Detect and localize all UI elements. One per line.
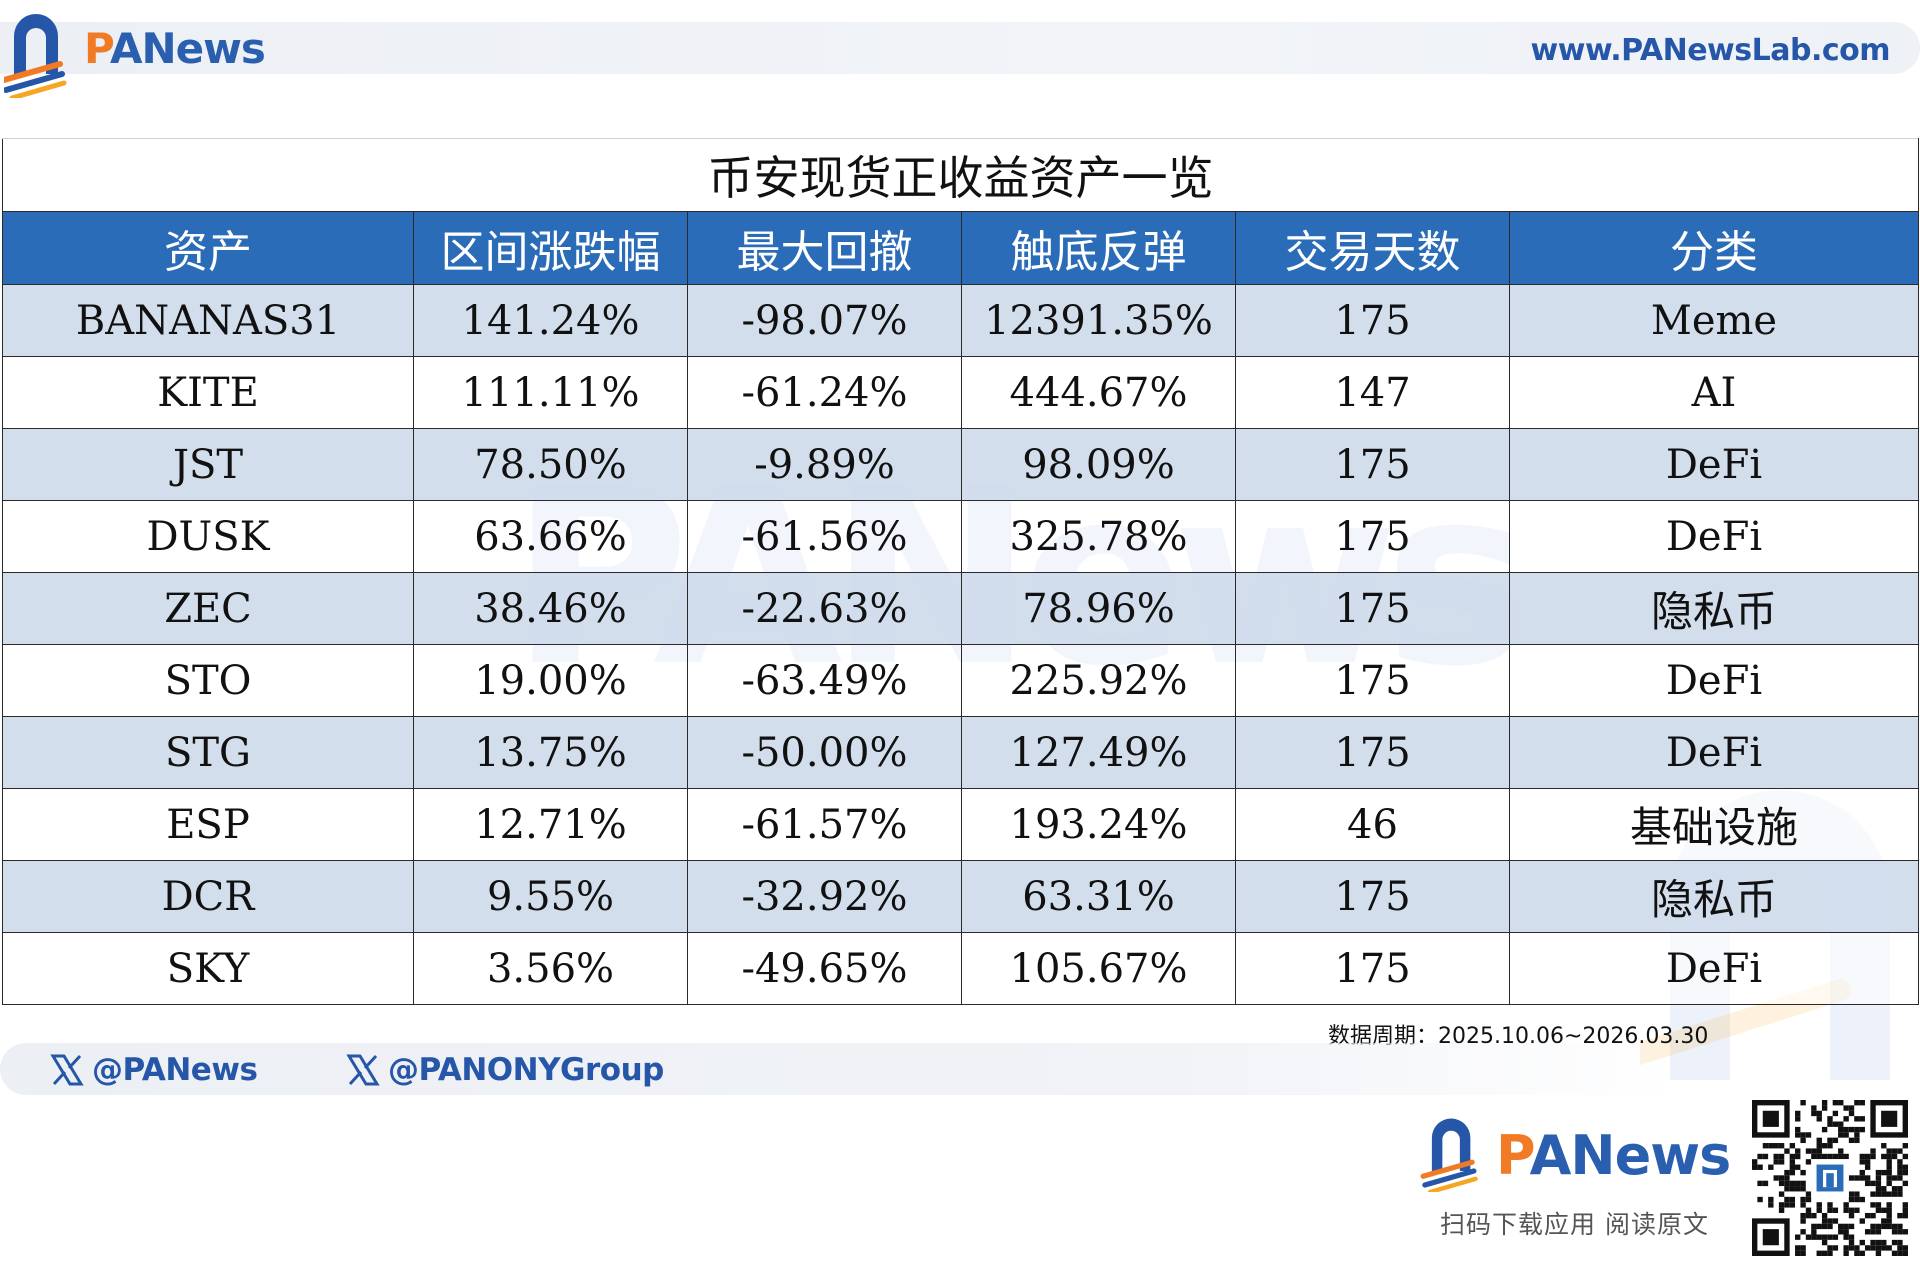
panews-logo-icon bbox=[4, 14, 67, 98]
panews-logo-text: PANews bbox=[84, 24, 266, 73]
table-cell: 175 bbox=[1235, 500, 1510, 573]
table-cell: 78.96% bbox=[961, 572, 1236, 645]
table-cell: -32.92% bbox=[687, 860, 962, 933]
x-icon bbox=[50, 1054, 84, 1086]
table-cell: -22.63% bbox=[687, 572, 962, 645]
site-url[interactable]: www.PANewsLab.com bbox=[1530, 33, 1891, 68]
table-title: 币安现货正收益资产一览 bbox=[2, 138, 1919, 212]
column-header: 触底反弹 bbox=[961, 211, 1236, 285]
table-cell: DeFi bbox=[1509, 932, 1919, 1005]
table-cell: ZEC bbox=[2, 572, 414, 645]
table-cell: 175 bbox=[1235, 572, 1510, 645]
table-cell: 175 bbox=[1235, 932, 1510, 1005]
table-cell: 175 bbox=[1235, 428, 1510, 501]
table-cell: 105.67% bbox=[961, 932, 1236, 1005]
table-cell: STG bbox=[2, 716, 414, 789]
table-cell: -98.07% bbox=[687, 284, 962, 357]
table-cell: BANANAS31 bbox=[2, 284, 414, 357]
table-cell: 63.31% bbox=[961, 860, 1236, 933]
table-cell: DeFi bbox=[1509, 644, 1919, 717]
table-cell: 38.46% bbox=[413, 572, 688, 645]
column-header: 资产 bbox=[2, 211, 414, 285]
table-row: BANANAS31 141.24% -98.07% 12391.35% 175 Meme bbox=[2, 284, 1919, 357]
social-x-panonygroup[interactable]: @PANONYGroup bbox=[346, 1052, 664, 1088]
table-cell: 193.24% bbox=[961, 788, 1236, 861]
table-cell: 98.09% bbox=[961, 428, 1236, 501]
social-handle: @PANews bbox=[92, 1052, 258, 1088]
table-cell: Meme bbox=[1509, 284, 1919, 357]
table-cell: DeFi bbox=[1509, 500, 1919, 573]
table-row: SKY 3.56% -49.65% 105.67% 175 DeFi bbox=[2, 932, 1919, 1005]
table-cell: -61.24% bbox=[687, 356, 962, 429]
table-cell: DeFi bbox=[1509, 716, 1919, 789]
panews-logo-icon bbox=[1420, 1118, 1478, 1192]
footer-bar bbox=[0, 1043, 1680, 1095]
column-header: 最大回撤 bbox=[687, 211, 962, 285]
table-row: DCR 9.55% -32.92% 63.31% 175 隐私币 bbox=[2, 860, 1919, 933]
table-row: ZEC 38.46% -22.63% 78.96% 175 隐私币 bbox=[2, 572, 1919, 645]
table-cell: 3.56% bbox=[413, 932, 688, 1005]
download-label: 扫码下载应用 阅读原文 bbox=[1440, 1210, 1709, 1239]
table-row: DUSK 63.66% -61.56% 325.78% 175 DeFi bbox=[2, 500, 1919, 573]
qr-code-icon[interactable] bbox=[1752, 1100, 1908, 1256]
header-bar bbox=[0, 22, 1920, 74]
table-cell: JST bbox=[2, 428, 414, 501]
table-row: JST 78.50% -9.89% 98.09% 175 DeFi bbox=[2, 428, 1919, 501]
table-cell: -61.57% bbox=[687, 788, 962, 861]
table-cell: 225.92% bbox=[961, 644, 1236, 717]
social-handle: @PANONYGroup bbox=[388, 1052, 664, 1088]
table-cell: DUSK bbox=[2, 500, 414, 573]
table-cell: 175 bbox=[1235, 716, 1510, 789]
table-cell: 127.49% bbox=[961, 716, 1236, 789]
table-cell: 隐私币 bbox=[1509, 572, 1919, 645]
column-header: 区间涨跌幅 bbox=[413, 211, 688, 285]
table-cell: -63.49% bbox=[687, 644, 962, 717]
table-cell: DeFi bbox=[1509, 428, 1919, 501]
table-cell: 78.50% bbox=[413, 428, 688, 501]
table-row: STG 13.75% -50.00% 127.49% 175 DeFi bbox=[2, 716, 1919, 789]
table-cell: 12391.35% bbox=[961, 284, 1236, 357]
column-header: 交易天数 bbox=[1235, 211, 1510, 285]
table-cell: 175 bbox=[1235, 284, 1510, 357]
table-cell: ESP bbox=[2, 788, 414, 861]
table-row: STO 19.00% -63.49% 225.92% 175 DeFi bbox=[2, 644, 1919, 717]
table-cell: STO bbox=[2, 644, 414, 717]
table-cell: 147 bbox=[1235, 356, 1510, 429]
table-row: ESP 12.71% -61.57% 193.24% 46 基础设施 bbox=[2, 788, 1919, 861]
table-cell: SKY bbox=[2, 932, 414, 1005]
table-cell: 111.11% bbox=[413, 356, 688, 429]
table-cell: -61.56% bbox=[687, 500, 962, 573]
table-cell: 13.75% bbox=[413, 716, 688, 789]
table-cell: 141.24% bbox=[413, 284, 688, 357]
table-header-row: 资产 区间涨跌幅 最大回撤 触底反弹 交易天数 分类 bbox=[2, 211, 1919, 285]
table-cell: 63.66% bbox=[413, 500, 688, 573]
table-cell: 基础设施 bbox=[1509, 788, 1919, 861]
table-cell: DCR bbox=[2, 860, 414, 933]
panews-logo-text: PANews bbox=[1496, 1124, 1731, 1187]
table-row: KITE 111.11% -61.24% 444.67% 147 AI bbox=[2, 356, 1919, 429]
social-x-panews[interactable]: @PANews bbox=[50, 1052, 258, 1088]
table-cell: 175 bbox=[1235, 860, 1510, 933]
table-cell: KITE bbox=[2, 356, 414, 429]
table-cell: 325.78% bbox=[961, 500, 1236, 573]
table-cell: AI bbox=[1509, 356, 1919, 429]
x-icon bbox=[346, 1054, 380, 1086]
table-cell: -50.00% bbox=[687, 716, 962, 789]
table-cell: -49.65% bbox=[687, 932, 962, 1005]
asset-table: 币安现货正收益资产一览 资产 区间涨跌幅 最大回撤 触底反弹 交易天数 分类 BANANA… bbox=[2, 138, 1919, 1005]
table-cell: 19.00% bbox=[413, 644, 688, 717]
column-header: 分类 bbox=[1509, 211, 1919, 285]
table-cell: 444.67% bbox=[961, 356, 1236, 429]
table-cell: 9.55% bbox=[413, 860, 688, 933]
table-cell: 175 bbox=[1235, 644, 1510, 717]
table-cell: 隐私币 bbox=[1509, 860, 1919, 933]
table-cell: 46 bbox=[1235, 788, 1510, 861]
table-cell: -9.89% bbox=[687, 428, 962, 501]
table-cell: 12.71% bbox=[413, 788, 688, 861]
